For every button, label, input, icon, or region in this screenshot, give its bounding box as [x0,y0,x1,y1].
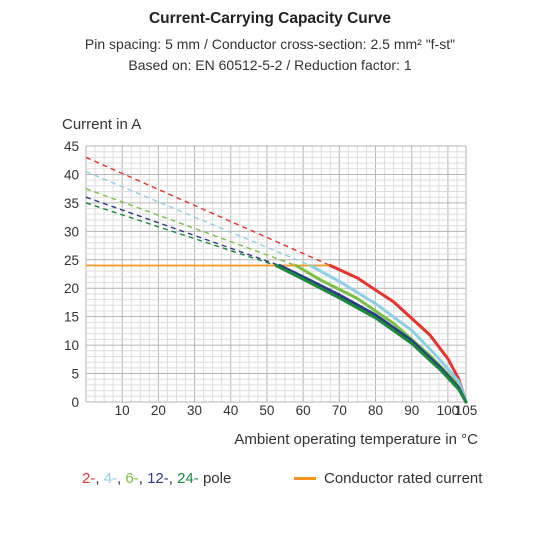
series-dashed-4pole [85,170,311,267]
y-tick-label: 45 [64,139,79,154]
y-tick-label: 0 [71,395,79,410]
x-tick-label: 50 [259,403,274,418]
x-tick-label: 20 [151,403,166,418]
series-curve-2pole [328,264,468,404]
legend-pole-part: pole [198,470,232,487]
x-tick-label: 70 [332,403,347,418]
series-dashed-24pole [85,202,277,267]
x-tick-label: 40 [223,403,238,418]
x-tick-label: 10 [115,403,130,418]
x-tick-label: 30 [187,403,202,418]
x-tick-label: 105 [455,403,478,418]
legend-rated-current-swatch [294,477,316,480]
y-tick-label: 25 [64,253,79,268]
legend-pole-part: 4- [103,470,118,487]
x-axis-label: Ambient operating temperature in °C [234,431,478,448]
series-curve-6pole [294,264,468,404]
legend-pole-part: 6- [125,470,139,487]
y-axis-label: Current in A [62,116,142,133]
legend-poles: 2-, 4-, 6-, 12-, 24- pole [82,470,231,487]
series-dashed-6pole [85,188,297,267]
legend-rated-current-label: Conductor rated current [324,470,483,487]
x-tick-label: 100 [437,403,460,418]
legend-pole-part: 12- [147,470,169,487]
x-tick-label: 60 [296,403,311,418]
series-dashed-12pole [85,196,280,267]
series-curve-4pole [308,264,468,404]
y-tick-label: 30 [64,224,79,239]
x-tick-label: 90 [404,403,419,418]
legend-pole-part: , [168,470,178,487]
chart-title: Current-Carrying Capacity Curve [148,10,392,27]
legend-pole-part: 2- [82,470,96,487]
y-tick-label: 35 [64,196,79,211]
y-tick-label: 40 [64,167,79,182]
y-tick-label: 15 [64,310,79,325]
y-tick-label: 10 [64,338,79,353]
x-tick-label: 80 [368,403,383,418]
legend-pole-part: , [138,470,148,487]
chart-subtitle-line-1: Pin spacing: 5 mm / Conductor cross-sect… [84,36,456,52]
legend-rated-current: Conductor rated current [294,470,482,487]
legend-pole-part: , [117,470,126,487]
legend-pole-part: , [95,470,104,487]
legend-pole-part: 24- [177,470,199,487]
chart-subtitle-line-2: Based on: EN 60512-5-2 / Reduction facto… [128,57,412,73]
y-tick-label: 20 [64,281,79,296]
y-tick-label: 5 [71,367,79,382]
series-curve-24pole [274,264,468,404]
